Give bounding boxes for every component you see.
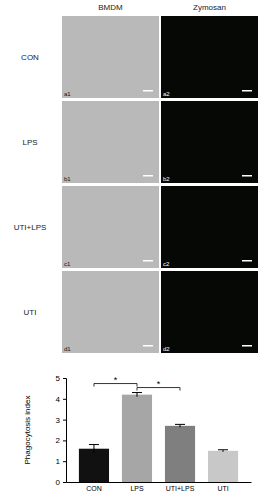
significance-label: * xyxy=(157,379,161,389)
panel-label: d2 xyxy=(163,346,170,352)
y-tick-mark xyxy=(63,482,66,483)
fluorescence-image xyxy=(161,16,258,98)
fluorescence-image xyxy=(161,186,258,268)
y-axis-line xyxy=(63,379,67,483)
significance: ** xyxy=(94,375,180,391)
x-tick-label: LPS xyxy=(130,485,144,492)
fluorescence-image xyxy=(161,101,258,183)
row-label: LPS xyxy=(22,138,37,147)
error-bar-cap xyxy=(132,392,142,393)
panel-label: a1 xyxy=(64,91,71,97)
panel-label: b1 xyxy=(64,176,71,182)
bar xyxy=(165,426,195,482)
error-bar-cap xyxy=(175,424,185,425)
y-tick: 5 xyxy=(56,374,66,383)
significance-label: * xyxy=(114,375,118,385)
brightfield-image xyxy=(62,16,159,98)
x-tick: UTI+LPS xyxy=(166,482,195,492)
y-tick: 4 xyxy=(56,395,66,404)
brightfield-image xyxy=(62,186,159,268)
scale-bar xyxy=(143,260,153,262)
panel-label: c2 xyxy=(163,261,170,267)
y-tick-mark xyxy=(63,440,66,441)
bar xyxy=(208,451,238,482)
x-tick: LPS xyxy=(130,482,144,492)
error-bar-cap xyxy=(89,444,99,445)
y-tick-mark xyxy=(63,420,66,421)
x-tick: CON xyxy=(86,482,102,492)
scale-bar xyxy=(143,345,153,347)
error-bar-cap xyxy=(218,449,228,450)
x-tick-label: CON xyxy=(86,485,102,492)
y-tick: 0 xyxy=(56,478,66,487)
image-grid: BMDM Zymosan CON a1 a2 LPS b1 b2 UTI+LPS c1 c2 UTI d… xyxy=(14,3,258,353)
x-axis: CON LPS UTI+LPS UTI xyxy=(67,482,252,492)
column-title: Zymosan xyxy=(193,3,226,12)
panel-label: d1 xyxy=(64,346,71,352)
bar xyxy=(79,449,109,482)
y-tick-label: 2 xyxy=(56,436,61,445)
y-tick-label: 5 xyxy=(56,374,61,383)
scale-bar xyxy=(143,175,153,177)
brightfield-image xyxy=(62,271,159,353)
scale-bar xyxy=(242,90,252,92)
y-tick-mark xyxy=(63,399,66,400)
y-tick-mark xyxy=(63,461,66,462)
x-axis-line xyxy=(67,482,252,483)
bar-chart: 012345CONLPSUTI+LPSUTI** xyxy=(56,374,252,492)
x-tick-label: UTI xyxy=(217,485,228,492)
error-bar-stem xyxy=(93,445,94,453)
error-bar xyxy=(132,393,142,397)
y-axis: 0 1 2 3 4 5 xyxy=(56,374,67,487)
y-tick-label: 1 xyxy=(56,457,61,466)
error-bar xyxy=(89,445,99,453)
y-tick-mark xyxy=(63,378,66,379)
y-tick: 2 xyxy=(56,436,66,445)
y-tick-label: 4 xyxy=(56,395,61,404)
x-tick-label: UTI+LPS xyxy=(166,485,195,492)
y-tick: 3 xyxy=(56,416,66,425)
y-axis-title: Phagocytosis index xyxy=(23,396,32,465)
y-tick: 1 xyxy=(56,457,66,466)
panel-label: c1 xyxy=(64,261,71,267)
panel-label: b2 xyxy=(163,176,170,182)
error-bar-stem xyxy=(136,393,137,397)
y-tick-label: 0 xyxy=(56,478,61,487)
column-title: BMDM xyxy=(98,3,123,12)
scale-bar xyxy=(143,90,153,92)
brightfield-image xyxy=(62,101,159,183)
error-bar xyxy=(175,424,185,427)
row-label: UTI+LPS xyxy=(14,223,47,232)
y-tick-label: 3 xyxy=(56,416,61,425)
error-bar xyxy=(218,450,228,452)
bar xyxy=(122,395,152,482)
scale-bar xyxy=(242,175,252,177)
scale-bar xyxy=(242,260,252,262)
bars xyxy=(79,393,238,482)
row-label: CON xyxy=(21,53,39,62)
scale-bar xyxy=(242,345,252,347)
fluorescence-image xyxy=(161,271,258,353)
figure: BMDM Zymosan CON a1 a2 LPS b1 b2 UTI+LPS c1 c2 UTI d… xyxy=(0,0,263,500)
row-label: UTI xyxy=(24,308,37,317)
x-tick: UTI xyxy=(217,482,228,492)
panel-label: a2 xyxy=(163,91,170,97)
